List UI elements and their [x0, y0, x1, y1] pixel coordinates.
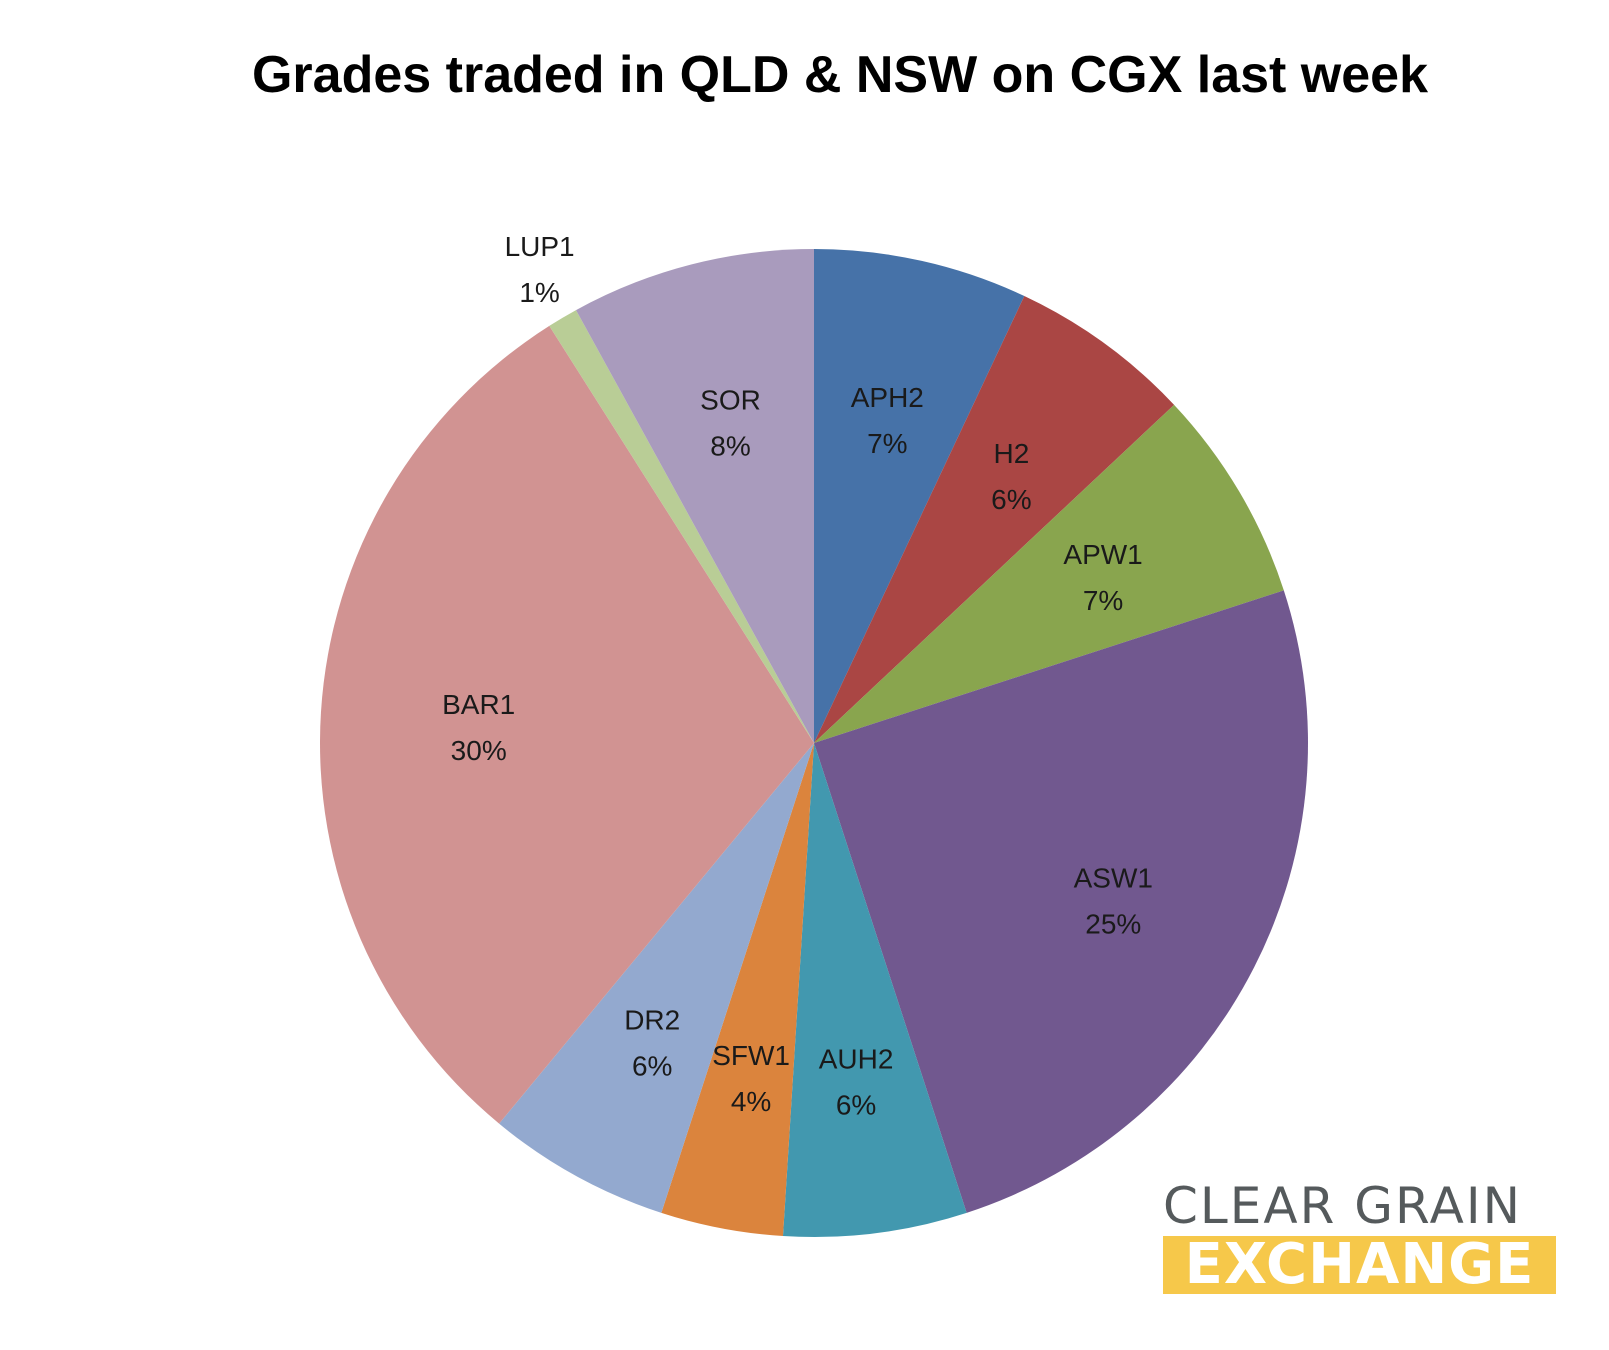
slice-percent-bar1: 30% — [451, 735, 507, 766]
slice-percent-sor: 8% — [710, 431, 750, 462]
slice-percent-sfw1: 4% — [731, 1086, 771, 1117]
slice-label-auh2: AUH2 — [819, 1043, 894, 1074]
pie-slice-sfw1 — [661, 743, 814, 1237]
slice-percent-h2: 6% — [991, 484, 1031, 515]
pie-labels: APH2 7% H2 6% APW1 7% ASW1 25% AUH2 6% SFW1 4% DR2 6%… — [442, 231, 1153, 1120]
logo-text-exchange: EXCHANGE — [1163, 1236, 1556, 1294]
pie-slice-apw1 — [814, 404, 1284, 743]
slice-percent-lup1: 1% — [519, 277, 559, 308]
logo-text-clear-grain: CLEAR GRAIN — [1163, 1177, 1523, 1235]
slice-label-lup1: LUP1 — [505, 231, 575, 262]
slice-label-apw1: APW1 — [1063, 539, 1142, 570]
slice-percent-aph2: 7% — [867, 428, 907, 459]
slice-label-h2: H2 — [994, 438, 1030, 469]
slice-percent-apw1: 7% — [1083, 585, 1123, 616]
pie-slice-lup1 — [549, 310, 814, 743]
pie-slices — [319, 249, 1308, 1238]
pie-slice-auh2 — [782, 743, 967, 1238]
clear-grain-exchange-logo: CLEAR GRAIN EXCHANGE — [1163, 1180, 1556, 1294]
slice-label-asw1: ASW1 — [1074, 863, 1153, 894]
slice-percent-auh2: 6% — [836, 1089, 876, 1120]
pie-slice-sor — [576, 249, 814, 743]
pie-slice-asw1 — [814, 590, 1308, 1213]
slice-label-dr2: DR2 — [624, 1004, 680, 1035]
pie-slice-dr2 — [499, 743, 814, 1213]
slice-percent-dr2: 6% — [632, 1050, 672, 1081]
pie-slice-aph2 — [814, 249, 1025, 743]
pie-slice-h2 — [814, 296, 1175, 743]
slice-label-sfw1: SFW1 — [712, 1040, 790, 1071]
pie-slice-bar1 — [319, 325, 814, 1124]
chart-title: Grades traded in QLD & NSW on CGX last w… — [251, 46, 1429, 104]
slice-percent-asw1: 25% — [1085, 909, 1141, 940]
slice-label-aph2: APH2 — [851, 382, 924, 413]
slice-label-sor: SOR — [700, 385, 761, 416]
slice-label-bar1: BAR1 — [442, 689, 515, 720]
